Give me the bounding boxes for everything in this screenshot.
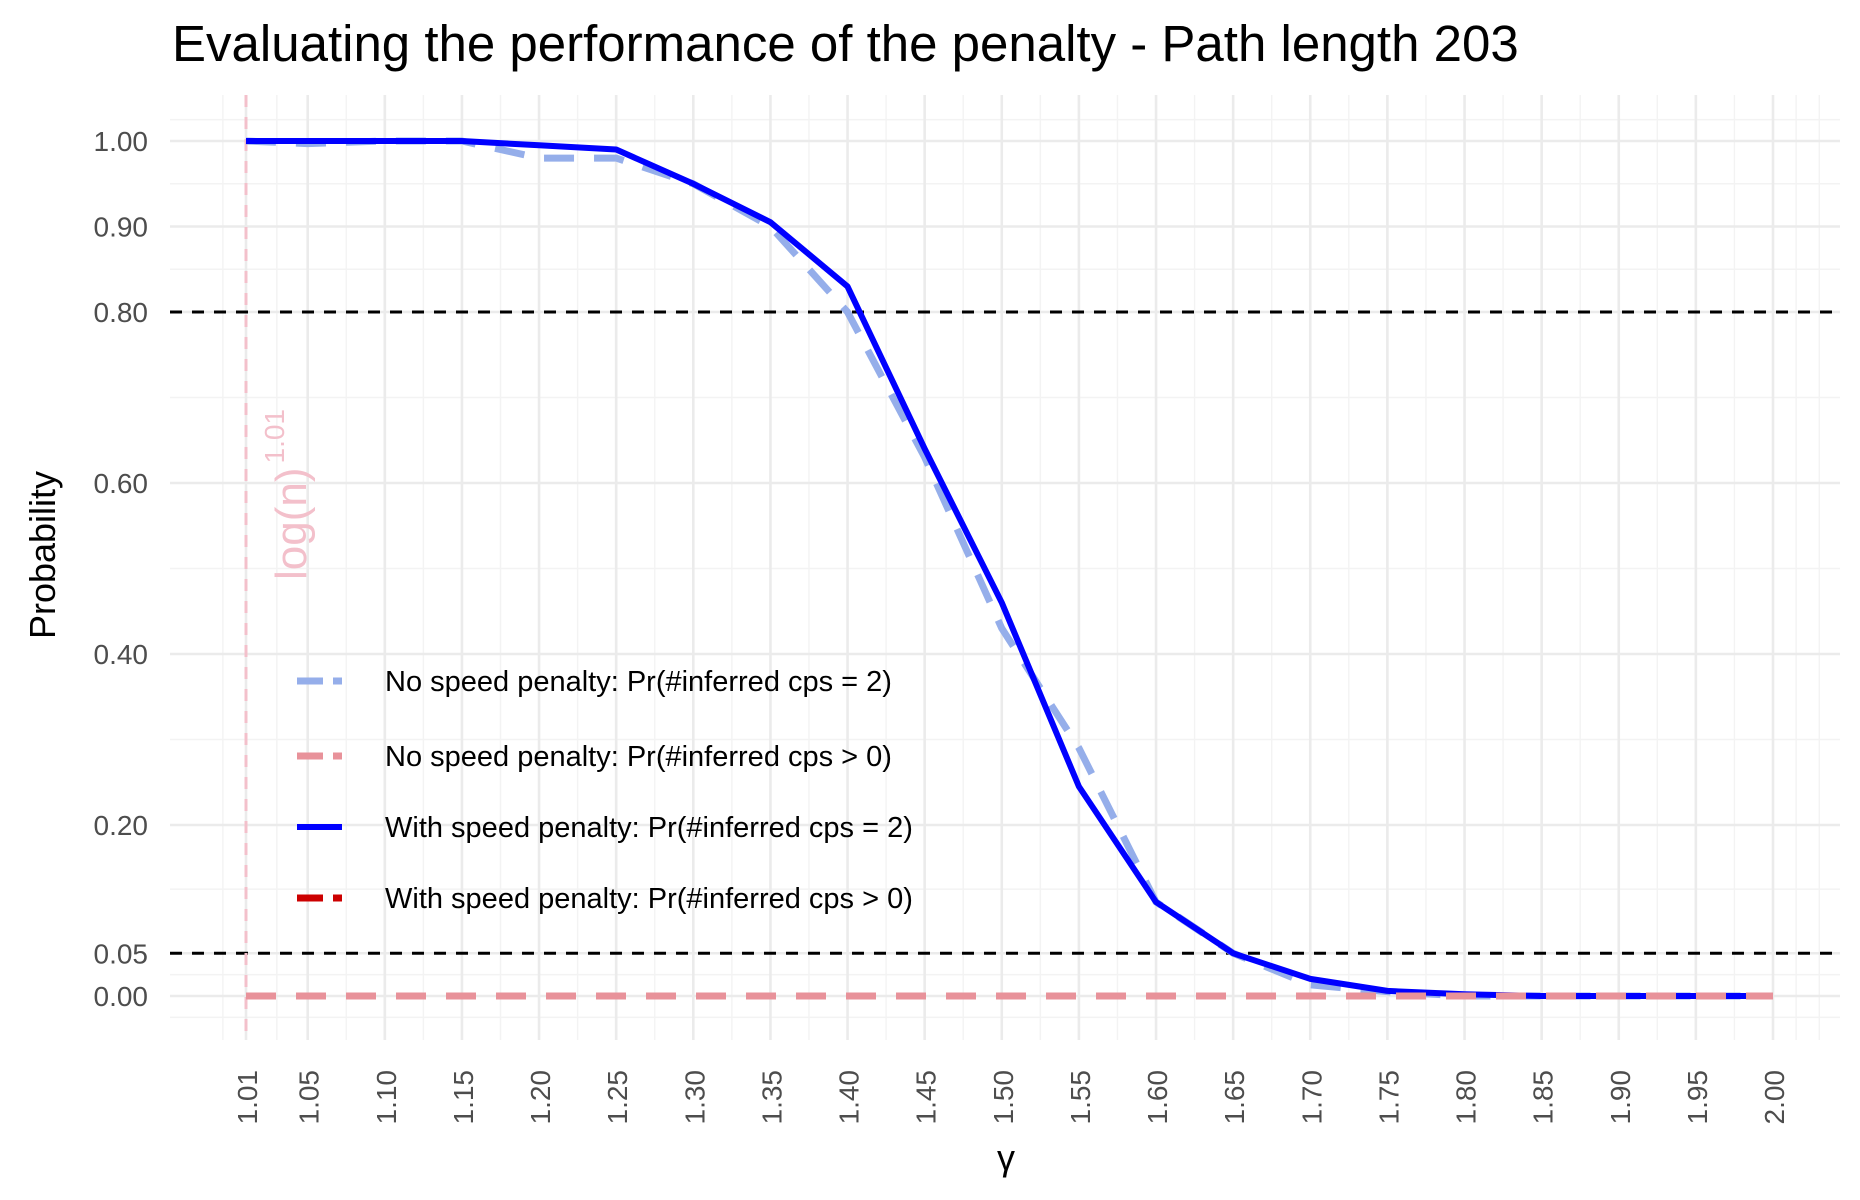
legend: No speed penalty: Pr(#inferred cps = 2) N… <box>297 666 913 915</box>
x-tick-label: 1.70 <box>1296 1070 1327 1125</box>
vline-label: log(n) 1.01 <box>259 409 316 580</box>
chart-title: Evaluating the performance of the penalt… <box>172 15 1519 72</box>
minor-gridlines <box>170 95 1840 1040</box>
x-tick-label: 1.01 <box>232 1070 263 1125</box>
vline-label-exponent: 1.01 <box>259 409 290 464</box>
y-tick-label: 0.05 <box>94 938 149 969</box>
legend-item: With speed penalty: Pr(#inferred cps = 2… <box>297 812 913 844</box>
y-tick-label: 0.90 <box>94 212 149 243</box>
vline-label-text: log(n) <box>267 468 316 581</box>
x-tick-label: 1.45 <box>911 1070 942 1125</box>
y-tick-label: 0.60 <box>94 468 149 499</box>
y-tick-label: 0.20 <box>94 810 149 841</box>
x-tick-label: 1.30 <box>679 1070 710 1125</box>
y-tick-label: 0.00 <box>94 981 149 1012</box>
x-tick-label: 1.80 <box>1451 1070 1482 1125</box>
reference-lines: log(n) 1.01 <box>170 95 1840 1040</box>
x-tick-label: 1.15 <box>448 1070 479 1125</box>
x-tick-label: 1.95 <box>1682 1070 1713 1125</box>
y-axis-label: Probability <box>22 471 63 639</box>
x-tick-label: 1.65 <box>1219 1070 1250 1125</box>
x-tick-labels: 1.01 1.05 1.10 1.15 1.20 1.25 1.30 1.35 1.40 1.45… <box>232 1070 1790 1125</box>
legend-item: With speed penalty: Pr(#inferred cps > 0… <box>297 883 913 915</box>
x-tick-label: 1.90 <box>1605 1070 1636 1125</box>
x-tick-label: 1.25 <box>602 1070 633 1125</box>
x-tick-label: 1.35 <box>756 1070 787 1125</box>
y-tick-labels: 0.00 0.05 0.20 0.40 0.60 0.80 0.90 1.00 <box>94 126 149 1012</box>
x-tick-label: 1.10 <box>371 1070 402 1125</box>
x-axis-label: γ <box>997 1137 1015 1178</box>
x-tick-label: 1.50 <box>988 1070 1019 1125</box>
x-tick-label: 1.05 <box>294 1070 325 1125</box>
x-tick-label: 2.00 <box>1759 1070 1790 1125</box>
legend-label: With speed penalty: Pr(#inferred cps > 0… <box>385 883 913 915</box>
y-tick-label: 0.40 <box>94 639 149 670</box>
legend-item: No speed penalty: Pr(#inferred cps > 0) <box>297 741 892 773</box>
legend-label: With speed penalty: Pr(#inferred cps = 2… <box>385 812 913 844</box>
x-tick-label: 1.55 <box>1065 1070 1096 1125</box>
y-tick-label: 1.00 <box>94 126 149 157</box>
x-tick-label: 1.85 <box>1528 1070 1559 1125</box>
legend-item: No speed penalty: Pr(#inferred cps = 2) <box>297 666 892 698</box>
x-tick-label: 1.75 <box>1373 1070 1404 1125</box>
legend-label: No speed penalty: Pr(#inferred cps = 2) <box>385 666 892 698</box>
x-tick-label: 1.40 <box>834 1070 865 1125</box>
x-tick-label: 1.60 <box>1142 1070 1173 1125</box>
x-tick-label: 1.20 <box>525 1070 556 1125</box>
legend-label: No speed penalty: Pr(#inferred cps > 0) <box>385 741 892 773</box>
series-layer <box>245 137 1773 1000</box>
y-tick-label: 0.80 <box>94 297 149 328</box>
